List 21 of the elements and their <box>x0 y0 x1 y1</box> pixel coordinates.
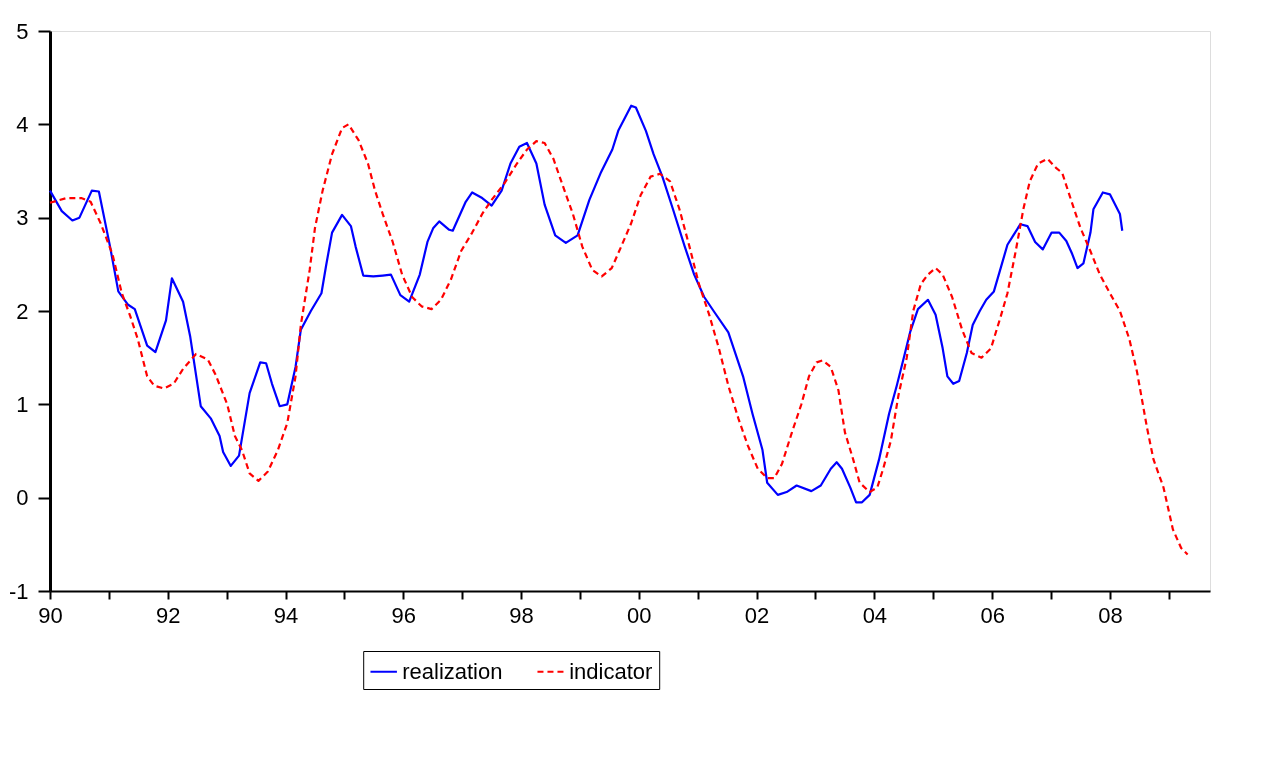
x-tick-label: 04 <box>862 602 888 628</box>
x-tick-label: 98 <box>509 602 534 628</box>
x-tick-label: 06 <box>980 602 1005 628</box>
line-series <box>48 123 1189 556</box>
legend-label: realization <box>402 658 503 684</box>
x-tick-label: 08 <box>1098 602 1123 628</box>
x-tick-label: 96 <box>391 602 417 628</box>
y-tick-label: 3 <box>16 205 29 231</box>
legend-label: indicator <box>569 658 653 684</box>
x-tick-label: 92 <box>156 602 181 628</box>
x-tick-label: 00 <box>627 602 652 628</box>
y-tick-label: 2 <box>16 298 29 324</box>
x-tick-label: 90 <box>38 602 63 628</box>
y-tick-label: 5 <box>16 18 29 44</box>
y-tick-label: -1 <box>8 578 29 604</box>
x-tick-label: 02 <box>744 602 770 628</box>
y-tick-label: 1 <box>16 391 29 417</box>
y-tick-label: 0 <box>16 485 29 511</box>
x-tick-label: 94 <box>273 602 299 628</box>
y-tick-label: 4 <box>16 111 29 137</box>
line-series <box>48 104 1124 504</box>
